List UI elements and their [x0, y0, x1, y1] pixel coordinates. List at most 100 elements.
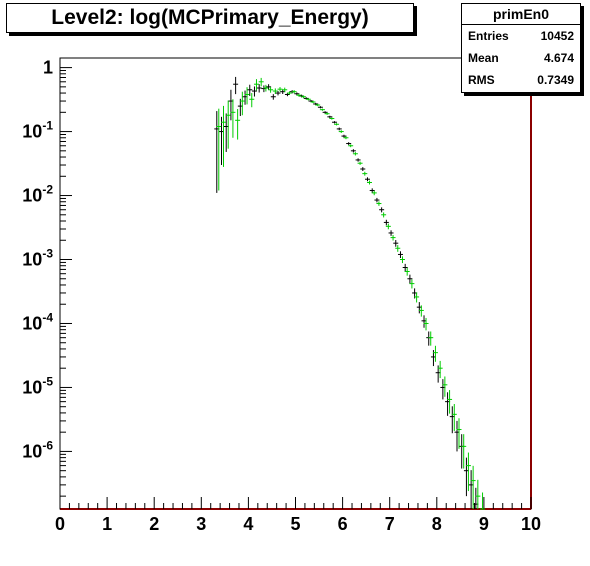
data-point: [327, 115, 333, 118]
data-point: [357, 161, 363, 165]
data-point: [263, 84, 269, 92]
data-point: [352, 152, 358, 156]
data-point: [447, 390, 453, 414]
data-point: [291, 90, 297, 94]
data-point: [247, 84, 253, 96]
data-point: [277, 87, 283, 92]
stats-row-mean: Mean 4.674: [462, 47, 580, 69]
data-point: [272, 88, 278, 94]
data-point: [428, 331, 434, 346]
data-point: [395, 245, 401, 252]
x-tick-label: 2: [149, 514, 159, 534]
data-point: [399, 256, 405, 264]
data-point: [332, 121, 338, 124]
data-point: [365, 177, 371, 182]
data-point: [423, 317, 429, 331]
data-point: [220, 105, 226, 167]
data-point: [451, 404, 457, 431]
data-point: [418, 305, 424, 317]
data-point: [409, 279, 415, 289]
y-tick-label: 10-4: [22, 310, 53, 333]
data-point: [329, 117, 335, 120]
x-axis: 0 1 2 3 4 5 6 7 8 9 10: [55, 497, 541, 534]
data-point: [414, 292, 420, 303]
data-point: [388, 230, 394, 236]
data-point: [296, 93, 302, 97]
data-point: [385, 223, 391, 230]
series-0: [214, 76, 479, 509]
data-point: [239, 91, 245, 116]
data-point: [268, 87, 274, 93]
data-point: [258, 77, 264, 87]
data-point: [225, 100, 231, 149]
data-point: [343, 136, 349, 140]
data-point: [470, 465, 476, 509]
y-tick-label: 1: [43, 58, 53, 78]
data-point: [475, 479, 481, 509]
data-point: [294, 92, 300, 96]
data-point: [461, 434, 467, 469]
data-point: [367, 180, 373, 185]
data-point: [437, 360, 443, 379]
x-tick-label: 9: [479, 514, 489, 534]
data-point: [383, 219, 389, 226]
data-point: [402, 263, 408, 272]
data-point: [230, 99, 236, 138]
stats-box: primEn0 Entries 10452 Mean 4.674 RMS 0.7…: [461, 3, 581, 93]
data-point: [324, 112, 330, 115]
x-tick-label: 3: [196, 514, 206, 534]
data-point: [286, 91, 292, 95]
series-1: [216, 77, 486, 510]
data-point: [369, 188, 375, 193]
data-point: [233, 76, 239, 95]
data-point: [256, 84, 262, 93]
data-point: [334, 123, 340, 126]
data-point: [282, 87, 288, 93]
data-point: [348, 144, 354, 148]
x-tick-label: 4: [243, 514, 253, 534]
stats-title: primEn0: [462, 4, 580, 25]
data-point: [315, 103, 321, 107]
data-point: [393, 240, 399, 247]
data-point: [407, 274, 413, 284]
y-tick-label: 10-2: [22, 183, 53, 206]
stats-value: 0.7349: [537, 73, 574, 87]
data-point: [244, 87, 250, 105]
data-point: [249, 93, 255, 108]
data-point: [355, 158, 361, 162]
data-point: [465, 452, 471, 492]
stats-label: RMS: [468, 73, 495, 87]
data-point: [319, 108, 325, 111]
data-point: [362, 171, 368, 176]
data-point: [442, 376, 448, 397]
data-point: [379, 207, 385, 213]
data-point: [381, 212, 387, 218]
data-point: [235, 109, 241, 140]
stats-value: 4.674: [543, 51, 574, 65]
stats-row-entries: Entries 10452: [462, 25, 580, 47]
data-point: [404, 267, 410, 276]
data-point: [266, 84, 272, 90]
data-point: [456, 418, 462, 449]
y-tick-label: 10-6: [22, 438, 53, 461]
x-tick-label: 6: [338, 514, 348, 534]
data-point: [346, 142, 352, 145]
plot-frame: [59, 57, 532, 510]
x-tick-label: 0: [55, 514, 65, 534]
x-tick-label: 7: [385, 514, 395, 534]
data-point: [322, 111, 328, 114]
data-point: [216, 108, 222, 191]
data-point: [336, 127, 342, 131]
data-point: [253, 79, 259, 91]
stats-value: 10452: [540, 29, 574, 43]
x-tick-label: 1: [102, 514, 112, 534]
data-point: [432, 345, 438, 362]
series-layer: [214, 76, 486, 510]
data-point: [317, 106, 323, 109]
x-tick-label: 8: [432, 514, 442, 534]
data-point: [390, 234, 396, 241]
data-point: [341, 134, 347, 138]
data-point: [397, 251, 403, 258]
data-point: [270, 94, 276, 100]
